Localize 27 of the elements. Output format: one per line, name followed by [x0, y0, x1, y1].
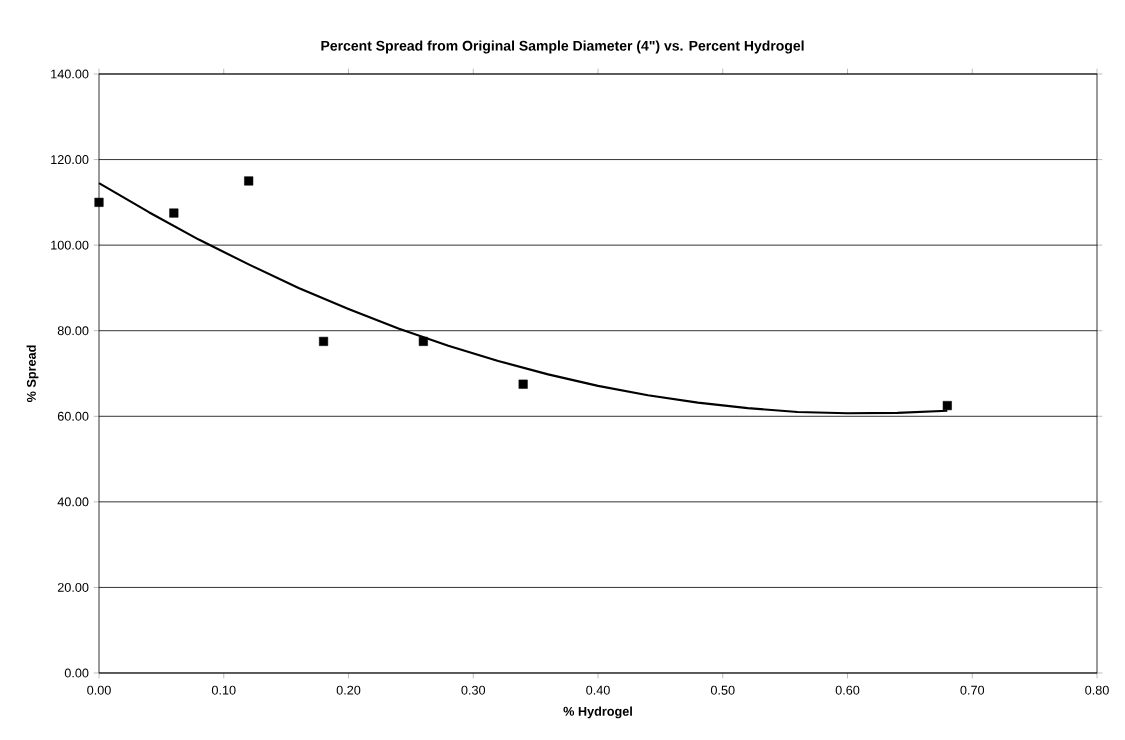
y-axis-title: % Spread: [26, 345, 39, 403]
y-tick-label: 80.00: [57, 326, 89, 336]
point: [942, 401, 952, 411]
x-tick-label: 0.10: [211, 685, 236, 695]
x-tick-label: 0.70: [960, 685, 985, 695]
chart-title: Percent Spread from Original Sample Diameter (4") vs. Percent Hydrogel: [321, 40, 804, 54]
y-tick-label: 120.00: [51, 155, 89, 165]
point: [518, 379, 528, 389]
point: [244, 176, 254, 186]
point: [418, 336, 428, 346]
y-tick-label: 140.00: [51, 69, 89, 79]
y-tick-label: 100.00: [51, 240, 89, 250]
point: [319, 336, 329, 346]
y-tick-label: 0.00: [64, 668, 89, 678]
x-tick-label: 0.30: [461, 685, 486, 695]
x-axis-title: % Hydrogel: [563, 706, 632, 719]
y-tick-label: 20.00: [57, 582, 89, 592]
x-tick-label: 0.00: [87, 685, 111, 695]
x-tick-label: 0.50: [710, 685, 735, 695]
point: [94, 197, 104, 207]
x-tick-label: 0.40: [586, 685, 610, 695]
point: [169, 208, 179, 218]
x-tick-label: 0.60: [835, 685, 860, 695]
x-tick-label: 0.20: [336, 685, 361, 695]
y-tick-label: 60.00: [57, 411, 89, 421]
y-tick-label: 40.00: [57, 497, 89, 507]
x-tick-label: 0.80: [1085, 685, 1109, 695]
